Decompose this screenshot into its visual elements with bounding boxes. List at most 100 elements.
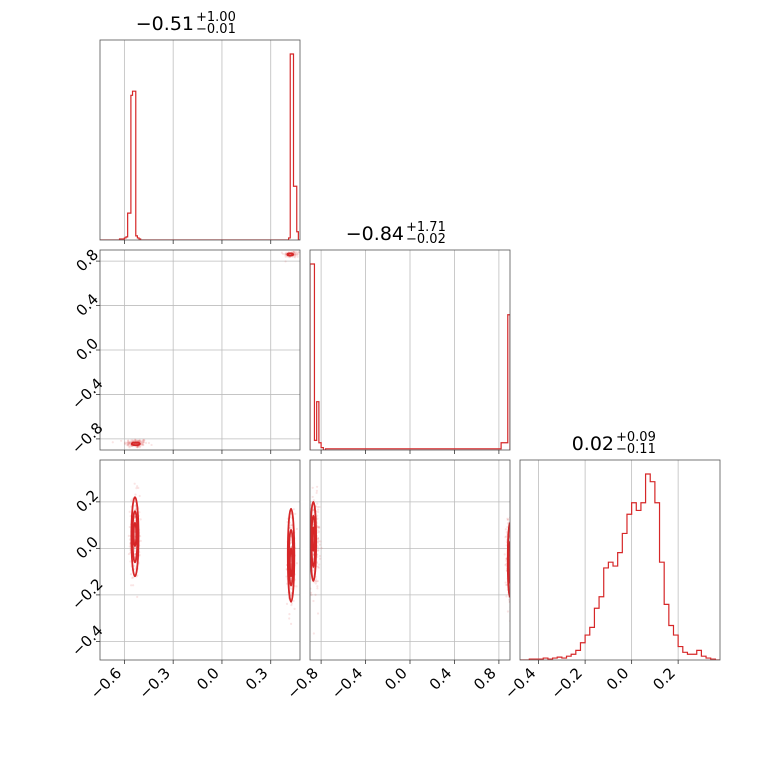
panel-frame-2-2 <box>519 459 721 661</box>
x-tick-label-1-1: −0.4 <box>328 664 366 702</box>
sample-point-1-2-272 <box>505 583 508 586</box>
sample-point-0-2-111 <box>133 552 137 555</box>
sample-point-0-2-344 <box>290 602 293 605</box>
sample-point-0-2-112 <box>134 568 137 571</box>
sample-point-1-2-364 <box>511 563 513 565</box>
sample-point-0-1-115 <box>147 441 151 445</box>
sample-point-0-1-142 <box>293 256 297 259</box>
title-plus-error-2: +0.09 <box>616 430 656 445</box>
sample-point-1-2-52 <box>316 587 319 590</box>
sample-point-1-2-379 <box>503 553 506 556</box>
sample-point-0-2-21 <box>136 485 139 488</box>
sample-cloud-1-2 <box>310 480 513 635</box>
sample-point-1-2-201 <box>312 509 315 512</box>
contour-1-2-0 <box>310 500 318 582</box>
sample-point-0-2-251 <box>289 545 293 549</box>
sample-point-1-2-15 <box>317 565 320 568</box>
sample-point-0-2-343 <box>295 527 299 531</box>
sample-point-1-2-365 <box>507 518 510 521</box>
sample-point-1-2-170 <box>311 495 314 499</box>
sample-point-1-2-300 <box>510 559 512 561</box>
sample-point-1-2-84 <box>316 549 319 552</box>
y-tick-label-2-0: −0.4 <box>68 621 106 659</box>
sample-point-0-2-58 <box>137 486 140 490</box>
sample-point-1-2-312 <box>506 610 510 613</box>
sample-point-0-2-6 <box>134 520 137 523</box>
sample-point-0-2-98 <box>138 535 142 538</box>
sample-point-0-2-288 <box>290 523 293 526</box>
sample-point-1-2-71 <box>316 502 319 505</box>
sample-point-0-1-180 <box>296 255 299 258</box>
sample-point-1-2-73 <box>318 505 321 509</box>
sample-point-0-1-86 <box>128 440 131 444</box>
sample-point-0-2-310 <box>289 622 293 626</box>
sample-point-1-2-356 <box>511 564 513 566</box>
sample-point-1-2-171 <box>311 486 314 489</box>
sample-point-0-2-97 <box>133 499 137 503</box>
sample-point-0-1-82 <box>138 446 142 449</box>
x-tick-label-1-4: 0.8 <box>470 664 500 694</box>
sample-point-0-1-78 <box>128 443 131 446</box>
sample-point-0-1-147 <box>292 251 295 254</box>
sample-point-1-2-285 <box>510 563 512 565</box>
x-tick-label-2-1: −0.2 <box>547 664 585 702</box>
sample-point-0-1-162 <box>292 250 295 254</box>
histogram-step-line-1 <box>310 263 510 450</box>
sample-point-0-1-23 <box>124 441 127 444</box>
sample-point-1-2-214 <box>317 526 320 529</box>
y-tick-label-1-3: 0.4 <box>72 290 102 320</box>
sample-point-0-1-189 <box>280 251 283 254</box>
contour-0-2-4 <box>288 528 295 587</box>
histogram-panel-0: −0.51 +1.00−0.01 <box>99 10 301 241</box>
sample-point-0-1-81 <box>141 444 144 447</box>
sample-point-0-1-157 <box>294 254 297 257</box>
sample-point-1-2-223 <box>506 522 510 525</box>
sample-point-1-2-70 <box>317 530 321 533</box>
sample-point-0-2-239 <box>292 508 296 511</box>
sample-point-0-1-49 <box>127 441 130 445</box>
sample-point-1-2-51 <box>316 525 319 528</box>
sample-point-0-1-192 <box>297 251 300 254</box>
sample-point-0-2-84 <box>128 525 131 529</box>
sample-point-1-2-314 <box>505 563 508 566</box>
sample-point-0-1-40 <box>138 439 141 443</box>
x-tick-label-2-2: 0.0 <box>603 664 633 694</box>
sample-point-0-1-130 <box>125 441 129 444</box>
sample-point-1-2-257 <box>505 535 508 538</box>
sample-point-1-2-169 <box>317 549 320 552</box>
sample-point-0-2-163 <box>129 573 133 576</box>
sample-point-0-1-42 <box>127 439 130 443</box>
contour-0-2-3 <box>286 507 296 603</box>
sample-point-0-1-43 <box>140 441 143 445</box>
sample-point-1-2-374 <box>506 526 509 529</box>
contour-1-2-2 <box>311 526 316 552</box>
sample-point-1-2-157 <box>316 540 319 544</box>
sample-point-0-2-79 <box>128 538 132 541</box>
sample-point-1-2-151 <box>316 585 319 588</box>
sample-point-1-2-294 <box>504 581 507 584</box>
x-tick-label-1-0: −0.8 <box>283 664 321 702</box>
sample-point-1-2-123 <box>315 580 318 583</box>
sample-point-0-2-182 <box>136 595 139 599</box>
sample-point-0-1-8 <box>132 439 136 443</box>
sample-point-0-2-328 <box>290 592 293 595</box>
x-tick-label-1-2: 0.0 <box>381 664 411 694</box>
sample-point-0-1-45 <box>133 438 137 441</box>
axes: −0.6 −0.3 0.0 0.3 −0.8 −0.4 0.0 0.4 0.8 −0.4 −0.2 0… <box>68 240 679 703</box>
sample-point-0-1-163 <box>295 250 298 254</box>
contours-0-2 <box>130 496 296 603</box>
sample-point-0-1-6 <box>126 441 129 444</box>
scatter-panel-0-2 <box>99 459 301 661</box>
contours-0-1 <box>130 252 295 447</box>
contour-0-2-5 <box>289 547 294 578</box>
sample-point-1-2-182 <box>310 593 313 596</box>
sample-point-0-1-7 <box>142 438 145 442</box>
sample-point-1-2-53 <box>314 582 317 585</box>
sample-point-0-1-74 <box>124 443 127 446</box>
sample-point-0-1-151 <box>284 254 287 257</box>
contour-0-2-1 <box>131 510 139 564</box>
x-tick-label-2-0: −0.4 <box>501 664 539 702</box>
sample-point-0-1-196 <box>284 252 287 256</box>
sample-point-1-2-321 <box>506 518 509 522</box>
sample-point-0-1-197 <box>297 251 300 254</box>
